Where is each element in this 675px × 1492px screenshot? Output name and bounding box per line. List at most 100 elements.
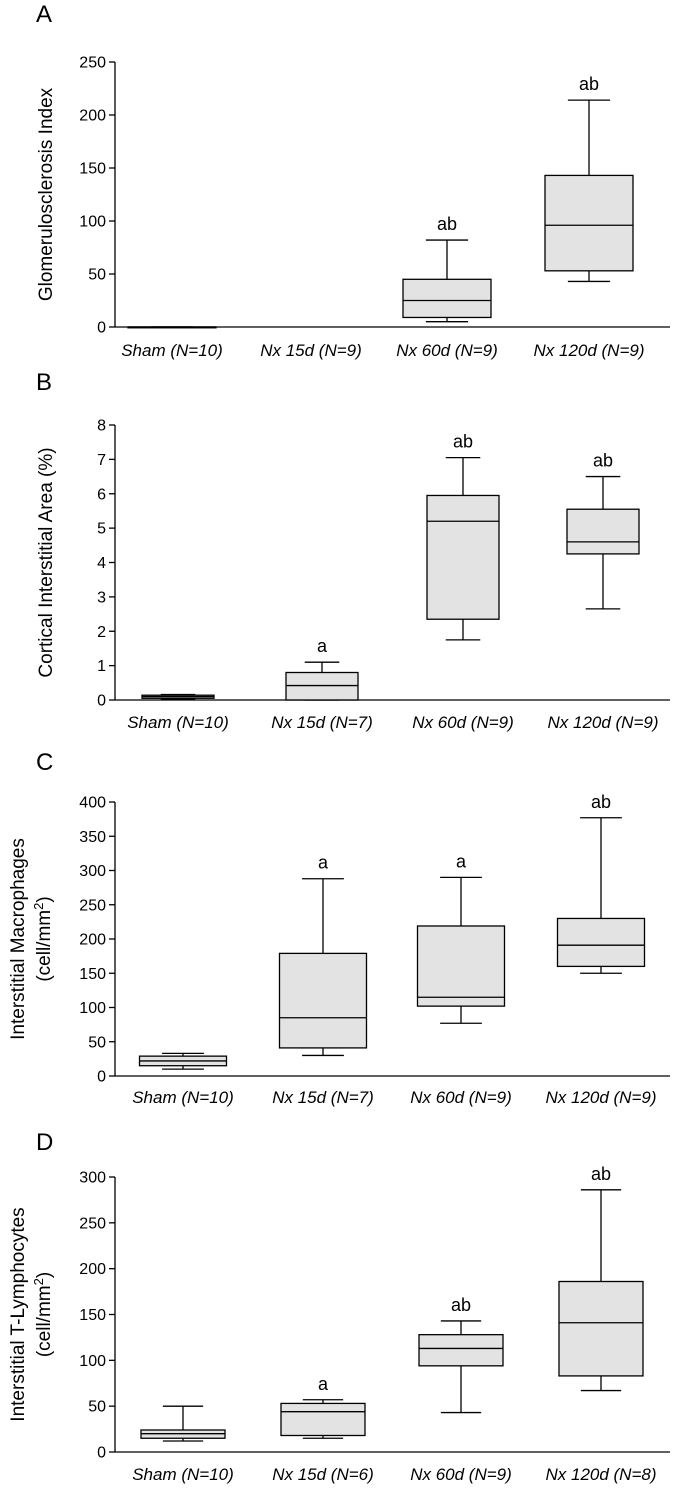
box-4: ab bbox=[558, 1164, 644, 1392]
chart-panel-c: C 0 50 100 150 200 250 300 350 400 Interstitial Ma… bbox=[8, 749, 670, 1107]
panel-letter: C bbox=[36, 749, 53, 776]
chart-panel-a: A 0 50 100 150 200 250 Glomerulosclerosis Index… bbox=[36, 1, 670, 360]
y-tick-label: 5 bbox=[97, 521, 106, 538]
y-tick-label: 150 bbox=[79, 161, 106, 178]
box-1 bbox=[138, 1052, 228, 1070]
significance-label: a bbox=[456, 851, 467, 871]
significance-label: ab bbox=[579, 74, 599, 94]
y-tick-label: 3 bbox=[97, 589, 106, 606]
chart-panel-b: B 0 1 2 3 4 5 6 7 8 Cortical Interstitial Area (%)… bbox=[36, 369, 670, 732]
y-tick-label: 350 bbox=[79, 829, 106, 846]
y-tick-label: 300 bbox=[79, 1170, 106, 1187]
y-tick-label: 50 bbox=[88, 267, 106, 284]
y-tick-label: 7 bbox=[97, 452, 106, 469]
x-category-label: Nx 60d (N=9) bbox=[410, 1088, 512, 1107]
iqr-box bbox=[285, 671, 359, 701]
y-tick-label: 0 bbox=[97, 320, 106, 337]
significance-label: ab bbox=[591, 1164, 611, 1184]
y-axis-unit-base: (cell/mm bbox=[34, 1285, 55, 1357]
y-tick-label: 200 bbox=[79, 932, 106, 949]
box-4: ab bbox=[566, 451, 640, 610]
y-tick-label: 8 bbox=[97, 418, 106, 435]
box-4: ab bbox=[556, 792, 646, 974]
y-axis-unit-superscript: 2 bbox=[31, 1278, 46, 1285]
significance-label: ab bbox=[593, 451, 613, 471]
y-axis-title: Interstitial Macrophages bbox=[8, 838, 29, 1040]
y-axis-unit-close: ) bbox=[34, 1272, 55, 1278]
y-axis-unit-superscript: 2 bbox=[31, 903, 46, 910]
y-tick-label: 100 bbox=[79, 1000, 106, 1017]
y-axis-title: Cortical Interstitial Area (%) bbox=[36, 447, 57, 677]
box-1 bbox=[141, 693, 215, 700]
y-axis-unit: (cell/mm2) bbox=[31, 1272, 55, 1357]
y-tick-label: 150 bbox=[79, 966, 106, 983]
box-4: ab bbox=[544, 74, 634, 283]
y-tick-label: 300 bbox=[79, 863, 106, 880]
y-axis-title: Interstitial T-Lymphocytes bbox=[8, 1207, 29, 1421]
y-tick-label: 1 bbox=[97, 658, 106, 675]
box-2: a bbox=[278, 853, 368, 1057]
box-3: ab bbox=[418, 1295, 504, 1414]
box-2: a bbox=[280, 1374, 366, 1439]
panel-letter: B bbox=[36, 369, 52, 396]
x-category-label: Nx 15d (N=7) bbox=[271, 713, 373, 732]
box-1 bbox=[140, 1405, 226, 1442]
box-3: ab bbox=[426, 432, 500, 641]
box-3: a bbox=[416, 851, 506, 1024]
y-tick-label: 250 bbox=[79, 897, 106, 914]
y-tick-label: 6 bbox=[97, 486, 106, 503]
y-axis-unit-close: ) bbox=[34, 896, 55, 902]
x-category-label: Nx 120d (N=9) bbox=[547, 713, 658, 732]
x-category-label: Sham (N=10) bbox=[132, 1465, 234, 1484]
x-category-label: Sham (N=10) bbox=[127, 713, 229, 732]
x-category-label: Nx 120d (N=8) bbox=[545, 1465, 656, 1484]
y-tick-label: 0 bbox=[97, 693, 106, 710]
y-tick-label: 250 bbox=[79, 1215, 106, 1232]
iqr-box bbox=[566, 508, 640, 555]
y-tick-label: 200 bbox=[79, 108, 106, 125]
y-tick-label: 200 bbox=[79, 1261, 106, 1278]
y-tick-label: 100 bbox=[79, 1353, 106, 1370]
y-tick-label: 50 bbox=[88, 1399, 106, 1416]
iqr-box bbox=[416, 925, 506, 1007]
significance-label: a bbox=[318, 853, 329, 873]
box-1 bbox=[127, 326, 217, 329]
panel-letter: D bbox=[36, 1129, 53, 1156]
y-axis-title: Glomerulosclerosis Index bbox=[36, 87, 57, 301]
x-category-label: Nx 60d (N=9) bbox=[412, 713, 514, 732]
iqr-box bbox=[402, 278, 492, 319]
y-tick-label: 4 bbox=[97, 555, 106, 572]
chart-panel-d: D 0 50 100 150 200 250 300 Interstitial T-Lympho… bbox=[8, 1129, 670, 1484]
significance-label: ab bbox=[453, 432, 473, 452]
y-tick-label: 400 bbox=[79, 795, 106, 812]
iqr-box bbox=[558, 1280, 644, 1377]
significance-label: a bbox=[317, 636, 328, 656]
y-tick-label: 250 bbox=[79, 55, 106, 72]
box-3: ab bbox=[402, 214, 492, 323]
y-axis-unit-base: (cell/mm bbox=[34, 910, 55, 982]
y-tick-label: 100 bbox=[79, 214, 106, 231]
significance-label: ab bbox=[451, 1295, 471, 1315]
panel-letter: A bbox=[36, 1, 52, 28]
significance-label: ab bbox=[591, 792, 611, 812]
y-axis-unit: (cell/mm2) bbox=[31, 896, 55, 981]
significance-label: a bbox=[318, 1374, 329, 1394]
x-category-label: Nx 15d (N=9) bbox=[260, 341, 362, 360]
x-category-label: Sham (N=10) bbox=[121, 341, 223, 360]
x-category-label: Nx 15d (N=7) bbox=[272, 1088, 374, 1107]
x-category-label: Nx 15d (N=6) bbox=[272, 1465, 374, 1484]
significance-label: ab bbox=[437, 214, 457, 234]
box-2: a bbox=[285, 636, 359, 701]
y-tick-label: 50 bbox=[88, 1034, 106, 1051]
x-category-label: Nx 60d (N=9) bbox=[410, 1465, 512, 1484]
iqr-box bbox=[544, 174, 634, 272]
y-tick-label: 2 bbox=[97, 624, 106, 641]
iqr-box bbox=[556, 917, 646, 968]
x-category-label: Nx 60d (N=9) bbox=[396, 341, 498, 360]
x-category-label: Nx 120d (N=9) bbox=[533, 341, 644, 360]
iqr-box bbox=[418, 1334, 504, 1367]
y-tick-label: 0 bbox=[97, 1445, 106, 1462]
x-category-label: Sham (N=10) bbox=[132, 1088, 234, 1107]
